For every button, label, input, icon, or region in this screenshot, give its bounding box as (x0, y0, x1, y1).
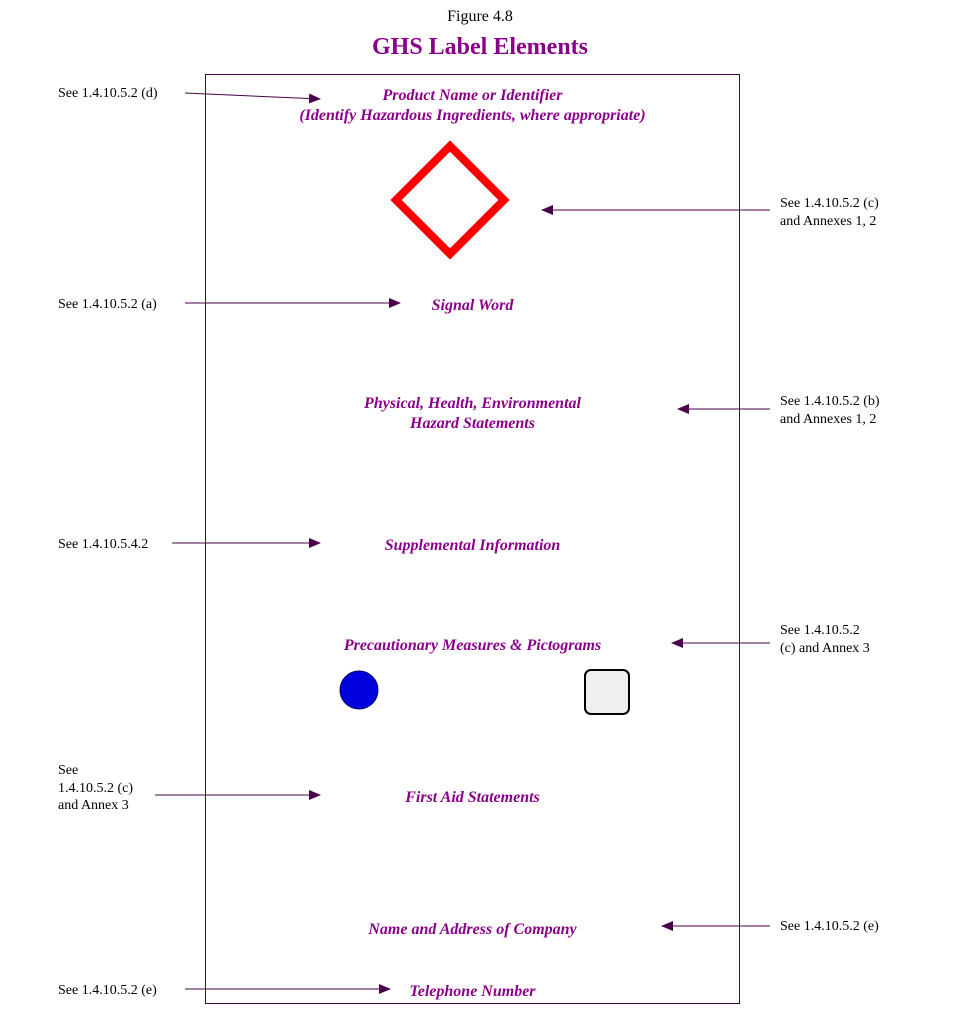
section-company: Name and Address of Company (205, 920, 740, 940)
section-telephone-text: Telephone Number (409, 983, 535, 1000)
annotation-b-annex12: See 1.4.10.5.2 (b)and Annexes 1, 2 (780, 393, 880, 428)
section-signal-text: Signal Word (432, 297, 514, 314)
section-product-line1: Product Name or Identifier (383, 87, 563, 104)
section-hazard-line2: Hazard Statements (410, 415, 535, 432)
annotation-c-annex3-firstaid: See1.4.10.5.2 (c)and Annex 3 (58, 762, 133, 815)
section-firstaid-text: First Aid Statements (405, 789, 540, 806)
section-product: Product Name or Identifier (Identify Haz… (205, 86, 740, 126)
section-precautionary-text: Precautionary Measures & Pictograms (344, 637, 601, 654)
figure-caption: Figure 4.8 (0, 8, 960, 26)
main-title: GHS Label Elements (0, 34, 960, 61)
section-product-line2: (Identify Hazardous Ingredients, where a… (299, 107, 645, 124)
annotation-5-4-2: See 1.4.10.5.4.2 (58, 536, 148, 554)
annotation-e-company: See 1.4.10.5.2 (e) (780, 918, 879, 936)
section-hazard: Physical, Health, Environmental Hazard S… (205, 394, 740, 434)
section-supplemental: Supplemental Information (205, 536, 740, 556)
section-precautionary: Precautionary Measures & Pictograms (205, 636, 740, 656)
section-telephone: Telephone Number (205, 982, 740, 1002)
annotation-c-annex12-pictogram: See 1.4.10.5.2 (c)and Annexes 1, 2 (780, 195, 879, 230)
section-supplemental-text: Supplemental Information (385, 537, 561, 554)
section-firstaid: First Aid Statements (205, 788, 740, 808)
annotation-a: See 1.4.10.5.2 (a) (58, 296, 157, 314)
annotation-c-annex3-precaution: See 1.4.10.5.2(c) and Annex 3 (780, 622, 870, 657)
section-company-text: Name and Address of Company (368, 921, 576, 938)
section-signal: Signal Word (205, 296, 740, 316)
section-hazard-line1: Physical, Health, Environmental (364, 395, 581, 412)
annotation-d: See 1.4.10.5.2 (d) (58, 85, 158, 103)
annotation-e-telephone: See 1.4.10.5.2 (e) (58, 982, 157, 1000)
